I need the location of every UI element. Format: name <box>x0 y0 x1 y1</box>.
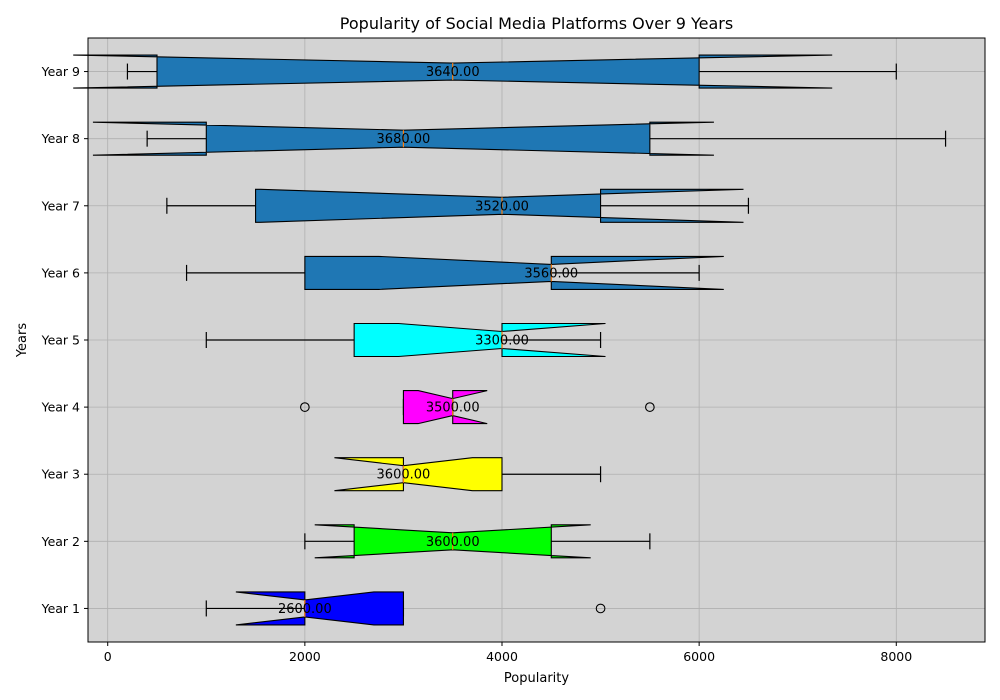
y-axis-ticks: Year 1 Year 2 Year 3 Year 4 Year 5 Year 6 Year… <box>41 64 88 616</box>
box-2 <box>304 524 651 559</box>
box-body <box>235 591 404 626</box>
x-axis-label: Popularity <box>504 671 569 686</box>
outlier-point <box>595 603 606 614</box>
mean-label: 3600.00 <box>426 535 480 550</box>
box-6 <box>185 255 724 290</box>
box-body <box>334 457 503 492</box>
box-9 <box>73 54 897 89</box>
y-axis-label: Years <box>15 323 30 359</box>
y-tick-label: Year 2 <box>41 534 80 549</box>
x-tick-label: 2000 <box>289 649 321 664</box>
x-axis-ticks: 0 2000 4000 6000 8000 <box>104 642 912 664</box>
x-tick-label: 8000 <box>880 649 912 664</box>
outlier-point <box>300 402 310 412</box>
mean-label: 3500.00 <box>426 401 480 416</box>
x-tick-label: 6000 <box>683 649 715 664</box>
y-tick-label: Year 6 <box>41 265 80 280</box>
mean-label: 2600.00 <box>278 602 332 617</box>
y-tick-label: Year 8 <box>41 131 80 146</box>
box-3 <box>334 457 602 492</box>
box-1 <box>205 591 606 626</box>
box-5 <box>205 322 606 358</box>
y-tick-label: Year 7 <box>41 198 80 213</box>
mean-label: 3680.00 <box>377 132 431 147</box>
x-tick-label: 4000 <box>486 649 518 664</box>
y-tick-label: Year 9 <box>41 64 80 79</box>
box-body <box>255 188 744 223</box>
box-body <box>402 390 488 425</box>
box-4 <box>300 390 655 425</box>
chart-title: Popularity of Social Media Platforms Ove… <box>340 14 733 33</box>
boxes <box>73 54 947 626</box>
y-tick-label: Year 5 <box>41 333 80 348</box>
y-tick-label: Year 1 <box>41 601 80 616</box>
outlier-point <box>645 402 655 412</box>
box-7 <box>166 188 750 223</box>
x-tick-label: 0 <box>104 649 112 664</box>
mean-label: 3520.00 <box>475 199 529 214</box>
y-tick-label: Year 4 <box>41 400 80 415</box>
box-8 <box>92 121 947 156</box>
box-body <box>304 255 724 290</box>
mean-label: 3640.00 <box>426 65 480 80</box>
mean-labels: 2600.00 3600.00 3600.00 3500.00 3300.00 3560.… <box>278 65 578 617</box>
mean-label: 3560.00 <box>524 266 578 281</box>
mean-label: 3300.00 <box>475 334 529 349</box>
mean-label: 3600.00 <box>377 468 431 483</box>
box-body <box>353 322 606 358</box>
y-tick-label: Year 3 <box>41 467 80 482</box>
